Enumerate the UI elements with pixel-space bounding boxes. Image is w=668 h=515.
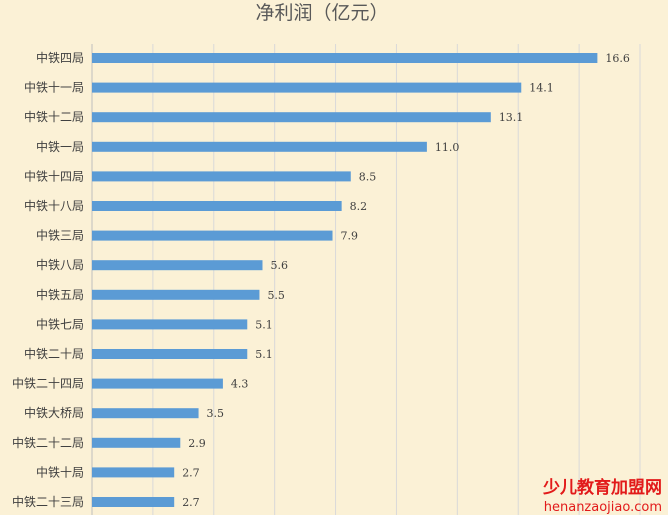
bars-group bbox=[92, 53, 598, 507]
chart-title: 净利润（亿元） bbox=[255, 2, 388, 24]
bar bbox=[92, 378, 223, 389]
data-label: 16.6 bbox=[605, 52, 630, 65]
value-labels: 16.6 14.1 13.1 11.0 8.5 8.2 7.9 5.6 5.5 5.1 5.1 4.3… bbox=[182, 52, 630, 509]
bar bbox=[92, 289, 260, 300]
data-label: 8.2 bbox=[350, 200, 368, 213]
bar bbox=[92, 260, 263, 271]
bar bbox=[92, 437, 181, 448]
data-label: 8.5 bbox=[359, 170, 377, 183]
category-labels: 中铁四局中铁十一局中铁十二局中铁一局中铁十四局中铁十八局中铁三局中铁八局中铁五局… bbox=[12, 50, 84, 509]
category-label: 中铁十二局 bbox=[24, 109, 84, 124]
bar bbox=[92, 201, 342, 211]
bar bbox=[92, 408, 199, 419]
bar bbox=[92, 112, 491, 123]
category-label: 中铁十八局 bbox=[24, 198, 84, 213]
bar bbox=[92, 467, 175, 478]
category-label: 中铁二十四局 bbox=[12, 376, 84, 391]
watermark-title: 少儿教育加盟网 bbox=[542, 477, 662, 498]
category-label: 中铁十局 bbox=[36, 464, 84, 479]
category-label: 中铁四局 bbox=[36, 50, 84, 65]
bar bbox=[92, 171, 351, 182]
data-label: 13.1 bbox=[499, 111, 524, 124]
data-label: 11.0 bbox=[435, 141, 460, 154]
watermark: 少儿教育加盟网 henanzaojiao.com bbox=[542, 477, 662, 515]
data-label: 5.1 bbox=[255, 348, 273, 361]
category-label: 中铁十一局 bbox=[24, 80, 84, 95]
category-label: 中铁大桥局 bbox=[24, 405, 84, 420]
category-label: 中铁一局 bbox=[36, 139, 84, 154]
bar bbox=[92, 497, 175, 507]
data-label: 4.3 bbox=[231, 378, 249, 391]
data-label: 7.9 bbox=[341, 230, 359, 243]
data-label: 5.1 bbox=[255, 318, 273, 331]
data-label: 3.5 bbox=[207, 407, 225, 420]
bar bbox=[92, 141, 427, 152]
data-label: 2.7 bbox=[182, 466, 200, 479]
category-label: 中铁二十局 bbox=[24, 346, 84, 361]
category-label: 中铁二十三局 bbox=[12, 494, 84, 509]
category-label: 中铁五局 bbox=[36, 287, 84, 302]
category-label: 中铁七局 bbox=[36, 316, 84, 331]
bar bbox=[92, 349, 248, 359]
data-label: 2.7 bbox=[182, 496, 200, 509]
bar bbox=[92, 82, 522, 93]
data-label: 2.9 bbox=[188, 437, 206, 450]
data-label: 5.5 bbox=[267, 289, 285, 302]
category-label: 中铁十四局 bbox=[24, 168, 84, 183]
data-label: 14.1 bbox=[529, 82, 554, 95]
bar bbox=[92, 230, 333, 241]
data-label: 5.6 bbox=[270, 259, 288, 272]
category-label: 中铁八局 bbox=[36, 257, 84, 272]
watermark-url: henanzaojiao.com bbox=[544, 500, 662, 515]
category-label: 中铁三局 bbox=[36, 228, 84, 243]
bar bbox=[92, 53, 598, 63]
gridlines bbox=[91, 44, 641, 515]
bar bbox=[92, 319, 248, 330]
category-label: 中铁二十二局 bbox=[12, 435, 84, 450]
